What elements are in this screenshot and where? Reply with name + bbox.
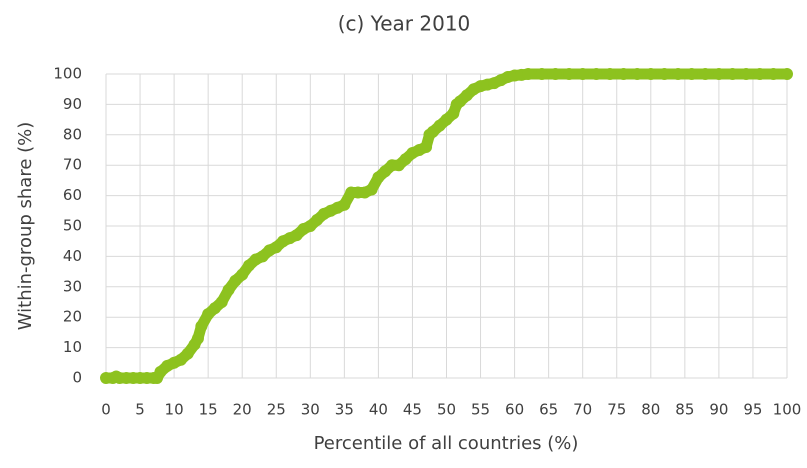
- marker: [753, 68, 766, 80]
- y-tick-label: 50: [63, 217, 82, 235]
- x-tick-label: 10: [165, 401, 184, 419]
- marker: [365, 183, 378, 196]
- x-tick-label: 75: [607, 401, 626, 419]
- x-tick-label: 50: [437, 401, 456, 419]
- y-tick-label: 60: [63, 186, 82, 204]
- chart-title: (c) Year 2010: [338, 12, 471, 36]
- x-tick-label: 25: [267, 401, 286, 419]
- y-tick-label: 20: [63, 308, 82, 326]
- x-tick-label: 70: [573, 401, 592, 419]
- y-tick-label: 40: [63, 247, 82, 265]
- marker: [672, 68, 685, 80]
- marker: [191, 332, 204, 345]
- marker: [603, 68, 616, 80]
- marker: [685, 68, 698, 80]
- marker: [590, 68, 603, 80]
- marker: [563, 68, 576, 80]
- marker: [549, 68, 562, 80]
- marker: [447, 107, 460, 120]
- y-tick-label: 70: [63, 156, 82, 174]
- x-tick-label: 65: [539, 401, 558, 419]
- marker: [740, 68, 753, 80]
- marker: [658, 68, 671, 80]
- marker: [576, 68, 589, 80]
- marker: [631, 68, 644, 80]
- x-axis-label: Percentile of all countries (%): [314, 433, 579, 454]
- x-tick-label: 85: [675, 401, 694, 419]
- x-tick-label: 60: [505, 401, 524, 419]
- x-tick-label: 20: [233, 401, 252, 419]
- marker: [726, 68, 739, 80]
- y-axis-label: Within-group share (%): [15, 122, 36, 331]
- marker: [181, 347, 194, 360]
- marker: [236, 268, 249, 281]
- marker: [338, 198, 351, 211]
- marker: [712, 68, 725, 80]
- marker: [644, 68, 657, 80]
- marker: [195, 320, 208, 333]
- marker: [781, 68, 793, 80]
- marker: [222, 283, 235, 296]
- x-tick-label: 5: [135, 401, 145, 419]
- x-tick-label: 30: [301, 401, 320, 419]
- y-tick-label: 10: [63, 338, 82, 356]
- marker: [535, 68, 548, 80]
- marker: [767, 68, 780, 80]
- marker: [420, 140, 433, 153]
- y-tick-label: 100: [53, 65, 82, 83]
- marker: [699, 68, 712, 80]
- marker: [522, 68, 535, 80]
- x-tick-label: 95: [743, 401, 762, 419]
- y-tick-label: 30: [63, 277, 82, 295]
- y-tick-label: 0: [72, 369, 82, 387]
- x-tick-label: 90: [709, 401, 728, 419]
- x-tick-label: 45: [403, 401, 422, 419]
- x-tick-label: 40: [369, 401, 388, 419]
- x-tick-label: 15: [199, 401, 218, 419]
- x-tick-label: 80: [641, 401, 660, 419]
- x-tick-label: 35: [335, 401, 354, 419]
- marker: [215, 296, 228, 308]
- marker: [617, 68, 630, 80]
- x-tick-label: 100: [773, 401, 802, 419]
- y-tick-label: 80: [63, 125, 82, 143]
- x-tick-label: 55: [471, 401, 490, 419]
- x-tick-label: 0: [101, 401, 111, 419]
- y-tick-label: 90: [63, 95, 82, 113]
